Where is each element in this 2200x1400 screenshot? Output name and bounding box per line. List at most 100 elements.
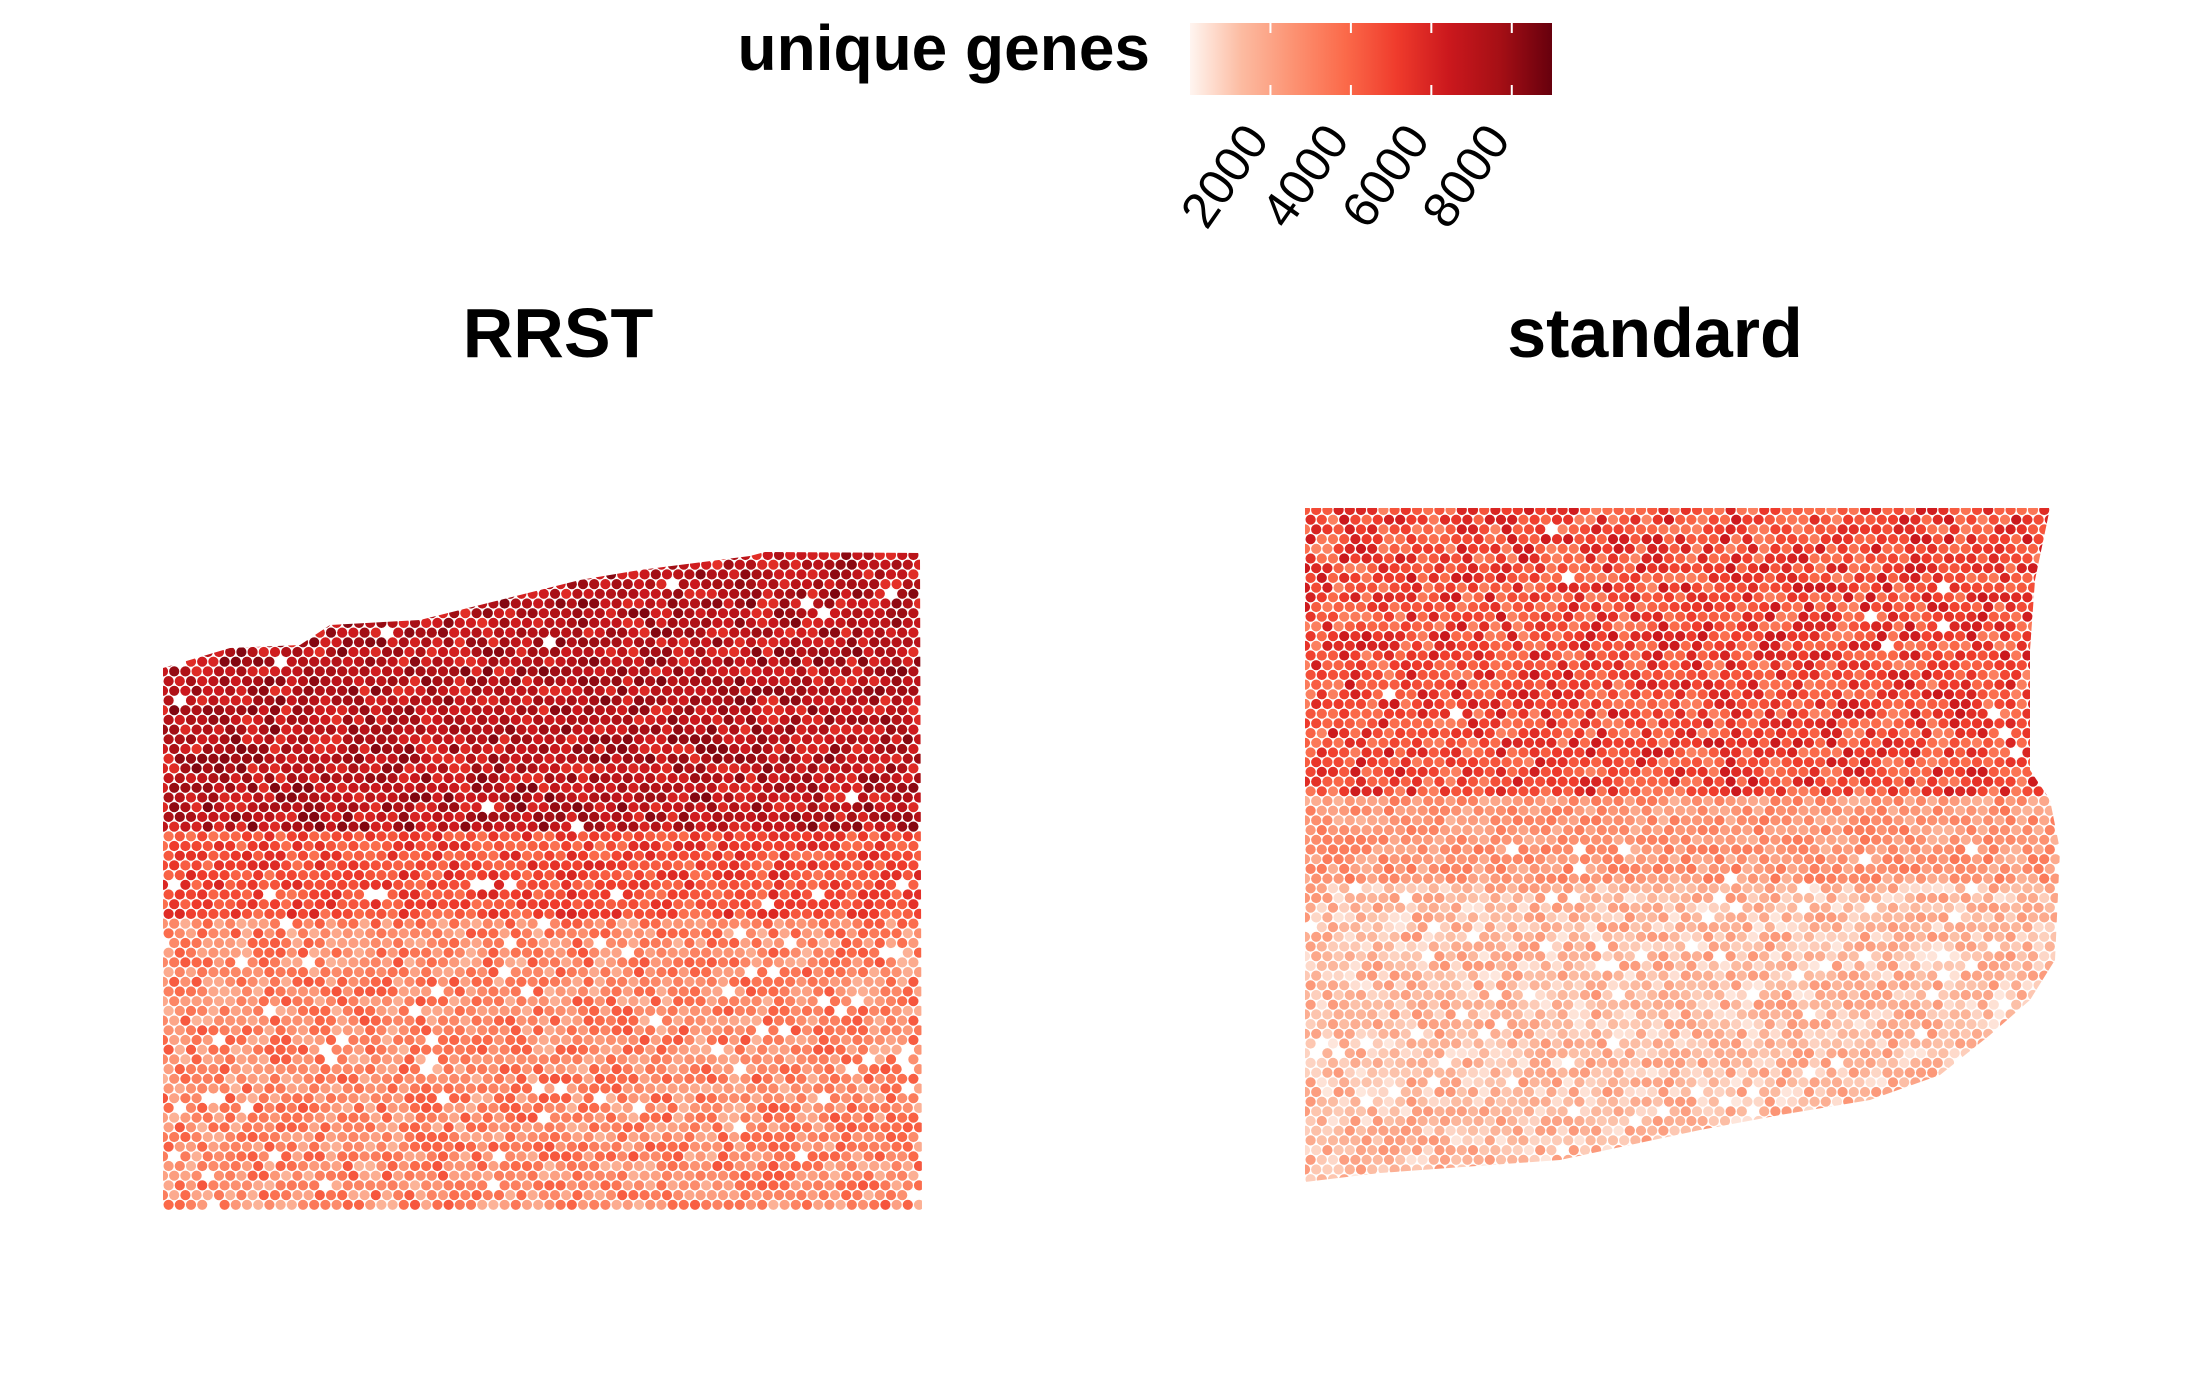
tissue-spot xyxy=(331,967,342,978)
tissue-spot xyxy=(281,1170,292,1181)
tissue-spot xyxy=(297,598,309,609)
tissue-spot xyxy=(180,1015,191,1026)
tissue-spot xyxy=(269,1170,281,1181)
tissue-spot xyxy=(247,569,258,580)
tissue-spot xyxy=(2027,508,2039,516)
tissue-spot xyxy=(191,569,202,580)
tissue-spot xyxy=(1876,534,1887,545)
tissue-spot xyxy=(1736,508,1747,516)
tissue-spot xyxy=(488,1141,499,1152)
tissue-spot xyxy=(432,714,443,726)
tissue-spot xyxy=(527,646,538,658)
tissue-spot xyxy=(331,559,342,570)
tissue-spot xyxy=(874,1093,885,1104)
tissue-spot xyxy=(409,773,421,784)
tissue-spot xyxy=(661,802,673,813)
tissue-spot xyxy=(1691,543,1703,554)
tissue-spot xyxy=(236,1015,247,1026)
tissue-spot xyxy=(622,850,633,861)
tissue-spot xyxy=(790,811,801,823)
tissue-spot xyxy=(359,627,370,638)
tissue-spot xyxy=(768,1102,779,1113)
tissue-spot xyxy=(269,588,281,599)
tissue-spot xyxy=(325,957,337,968)
tissue-spot xyxy=(544,714,555,726)
tissue-spot xyxy=(723,889,734,900)
tissue-spot xyxy=(717,976,729,987)
tissue-spot xyxy=(421,1180,432,1191)
tissue-spot xyxy=(510,676,521,687)
tissue-spot xyxy=(908,1015,919,1026)
tissue-spot xyxy=(717,724,729,735)
tissue-spot xyxy=(706,1131,717,1143)
tissue-spot xyxy=(589,753,600,764)
tissue-spot xyxy=(829,860,841,871)
tissue-spot xyxy=(286,1102,297,1113)
tissue-spot xyxy=(863,569,874,580)
tissue-spot xyxy=(325,627,337,638)
tissue-spot xyxy=(303,569,314,580)
tissue-spot xyxy=(516,1015,527,1026)
tissue-spot xyxy=(611,831,622,842)
tissue-spot xyxy=(163,695,174,706)
tissue-spot xyxy=(303,666,314,677)
tissue-spot xyxy=(258,957,269,968)
tissue-spot xyxy=(437,608,449,619)
tissue-spot xyxy=(801,986,813,997)
tissue-spot xyxy=(325,782,337,793)
tissue-spot xyxy=(712,714,723,726)
tissue-spot xyxy=(337,646,348,658)
tissue-spot xyxy=(191,860,202,871)
tissue-spot xyxy=(885,743,897,755)
tissue-spot xyxy=(622,967,633,978)
tissue-spot xyxy=(1675,553,1686,564)
tissue-spot xyxy=(762,957,773,968)
tissue-spot xyxy=(549,802,561,813)
tissue-spot xyxy=(1467,563,1479,574)
tissue-spot xyxy=(292,860,303,871)
tissue-spot xyxy=(829,1131,841,1143)
tissue-spot xyxy=(365,792,376,803)
tissue-spot xyxy=(421,617,432,629)
tissue-spot xyxy=(163,676,174,687)
tissue-spot xyxy=(359,705,370,716)
tissue-spot xyxy=(701,1102,712,1113)
tissue-spot xyxy=(325,1151,337,1162)
tissue-spot xyxy=(365,1180,376,1191)
tissue-spot xyxy=(639,608,650,619)
tissue-spot xyxy=(253,1064,264,1075)
tissue-spot xyxy=(404,666,415,677)
tissue-spot xyxy=(437,840,449,852)
tissue-spot xyxy=(1367,543,1378,554)
tissue-spot xyxy=(432,928,443,939)
tissue-spot xyxy=(398,773,409,784)
tissue-spot xyxy=(230,714,241,726)
tissue-spot xyxy=(863,685,874,696)
tissue-spot xyxy=(337,608,348,619)
tissue-spot xyxy=(1395,514,1406,525)
tissue-spot xyxy=(449,1054,460,1065)
tissue-spot xyxy=(913,559,922,570)
tissue-spot xyxy=(169,1131,180,1143)
tissue-spot xyxy=(1747,508,1759,516)
tissue-spot xyxy=(897,569,908,580)
tissue-spot xyxy=(1456,524,1467,535)
tissue-spot xyxy=(583,802,594,813)
tissue-spot xyxy=(869,1180,880,1191)
tissue-spot xyxy=(869,967,880,978)
tissue-spot xyxy=(381,996,393,1007)
tissue-spot xyxy=(717,860,729,871)
tissue-spot xyxy=(505,646,516,658)
tissue-spot xyxy=(460,646,471,658)
tissue-spot xyxy=(1484,534,1495,545)
tissue-spot xyxy=(493,918,505,929)
tissue-spot xyxy=(846,870,857,881)
tissue-spot xyxy=(269,569,281,580)
tissue-spot xyxy=(337,588,348,599)
tissue-spot xyxy=(387,850,398,861)
tissue-spot xyxy=(191,724,202,735)
tissue-spot xyxy=(656,792,667,803)
tissue-spot xyxy=(236,588,247,599)
tissue-spot xyxy=(180,552,191,561)
tissue-spot xyxy=(331,1005,342,1017)
